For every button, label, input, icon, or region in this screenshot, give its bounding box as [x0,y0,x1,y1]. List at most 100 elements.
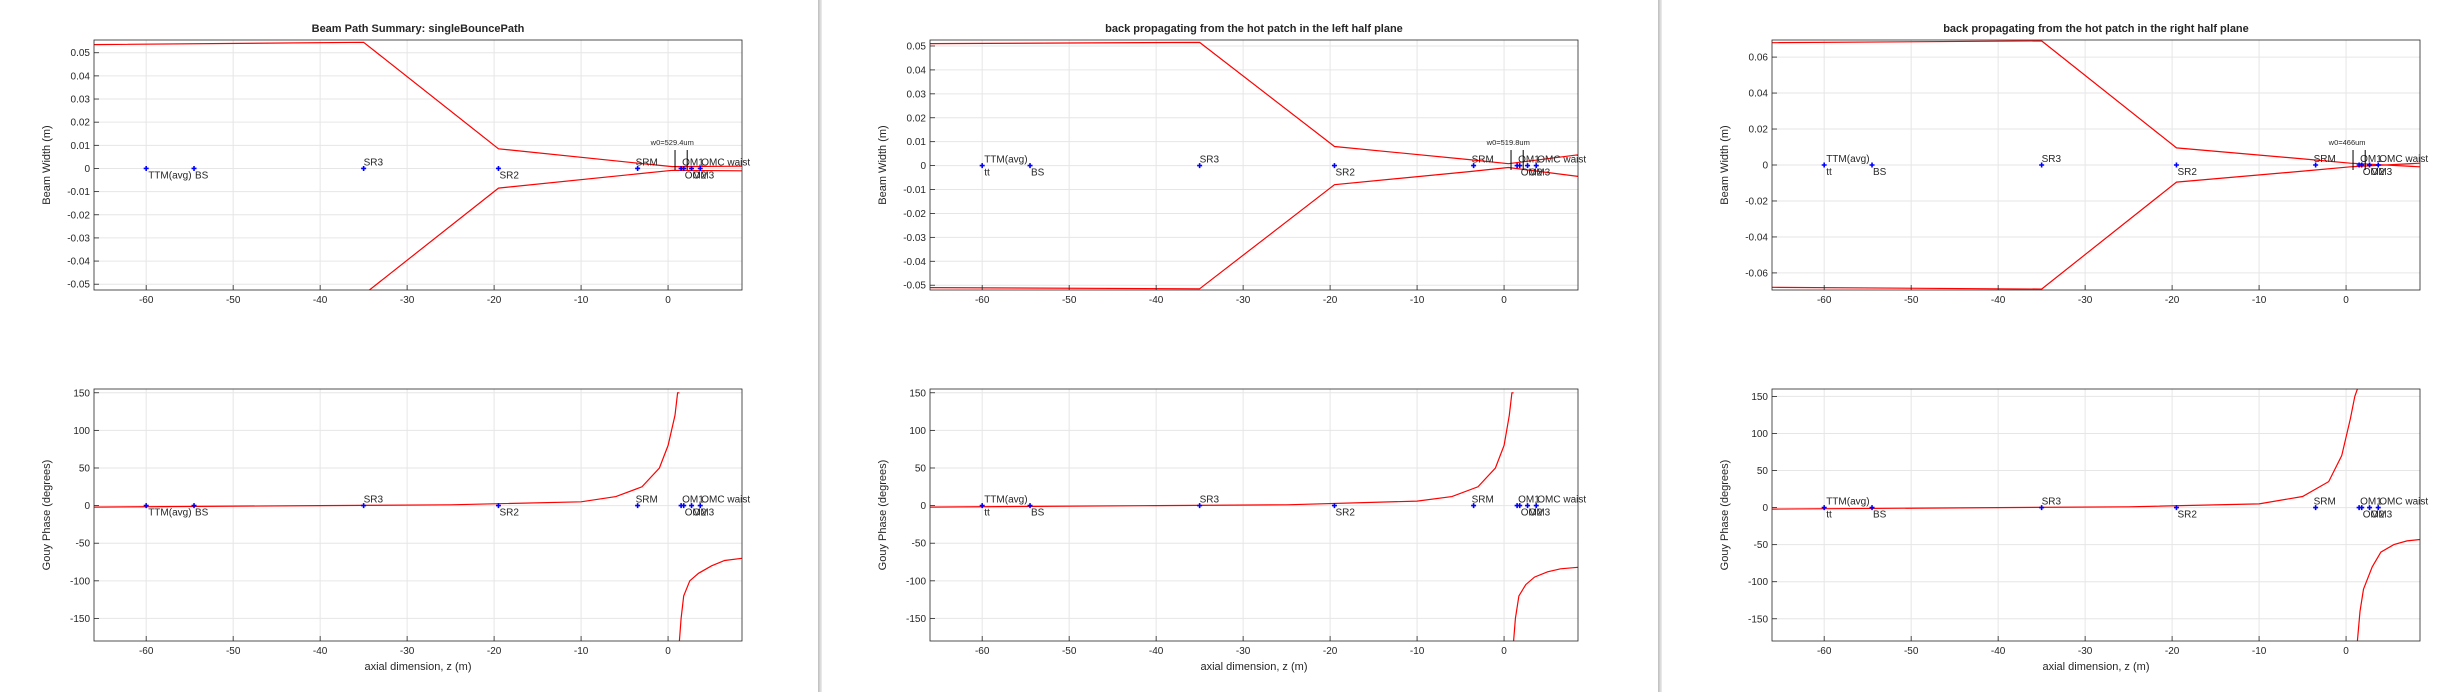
optic-label: OM1 [2360,497,2382,508]
x-tick-label: 0 [2343,295,2349,306]
x-tick-label: -30 [400,646,415,657]
optic-label: SR2 [2177,167,2197,178]
axes-box [93,388,743,642]
optic-marker [1517,163,1523,169]
optic-marker [2173,162,2179,168]
optic-label: OM1 [1518,495,1540,506]
optic-marker [1331,163,1337,169]
x-tick-label: -10 [574,646,589,657]
optic-label: tt [984,508,990,519]
y-tick-label: -100 [1748,577,1768,588]
optic-label: SR2 [2177,510,2197,521]
y-axis-label: Gouy Phase (degrees) [1719,460,1731,571]
x-tick-label: -60 [1817,646,1832,657]
optic-marker [2367,162,2373,168]
optic-label: TTM(avg) [984,495,1027,506]
x-tick-label: 0 [665,646,671,657]
optic-marker [1869,505,1875,511]
optic-label: OMC waist [2379,154,2428,165]
y-tick-label: -0.03 [67,233,90,244]
series-line-0 [94,392,680,508]
x-tick-label: -30 [400,295,415,306]
optic-label: SR2 [499,170,519,181]
optic-marker [191,503,197,509]
y-tick-label: 0 [84,501,90,512]
y-tick-label: -0.01 [903,185,926,196]
optic-marker [191,165,197,171]
optic-label: OMC waist [1537,155,1586,166]
x-tick-label: -60 [139,295,154,306]
y-axis-label: Beam Width (m) [41,125,53,204]
x-tick-label: -10 [574,295,589,306]
x-tick-label: -50 [1062,646,1077,657]
x-tick-label: 0 [1501,646,1507,657]
figure-window-right-half-plane: TTM(avg) tt BS SR3 SR2 SRM OM1 OM2 OM3 OMC waist w… [1662,0,2458,692]
x-tick-label: -30 [1236,295,1251,306]
series-line-0 [930,392,1514,508]
optic-marker [2359,505,2365,511]
optic-marker [2367,505,2373,511]
optic-marker [2313,162,2319,168]
x-tick-label: -20 [487,295,502,306]
x-tick-label: 0 [665,295,671,306]
optic-label: OM2 [1521,508,1543,519]
x-tick-label: -40 [1149,646,1164,657]
y-tick-label: -0.02 [67,210,90,221]
chart-title: Beam Path Summary: singleBouncePath [312,23,525,35]
optic-label: SR3 [1200,155,1220,166]
optic-marker [1471,163,1477,169]
optic-label: BS [195,508,209,519]
optic-label: OMC waist [1537,495,1586,506]
optic-marker [635,503,641,509]
optic-label: OM1 [1518,155,1540,166]
x-tick-label: -50 [1904,295,1919,306]
y-axis-label: Beam Width (m) [1719,125,1731,204]
optic-label: OM3 [1529,168,1551,179]
optic-marker [697,165,703,171]
optic-label: OM1 [682,495,704,506]
x-tick-label: -20 [1323,295,1338,306]
y-tick-label: 0.04 [907,65,927,76]
x-tick-label: -30 [1236,646,1251,657]
optic-label: OM1 [682,157,704,168]
optic-marker [1197,163,1203,169]
optic-label: SRM [2314,497,2336,508]
optic-marker [2173,505,2179,511]
y-tick-label: 150 [73,388,90,399]
y-tick-label: 0.05 [907,41,927,52]
y-tick-label: -0.03 [903,233,926,244]
y-tick-label: 0.04 [1749,89,1769,100]
optic-marker [635,165,641,171]
optic-label: SRM [1472,155,1494,166]
optic-marker [1525,503,1531,509]
series-line-0 [1772,389,2358,510]
optic-marker [1027,503,1033,509]
optic-marker [1821,162,1827,168]
y-tick-label: 0 [920,501,926,512]
optic-label: OM3 [1529,508,1551,519]
y-tick-label: -50 [912,539,927,550]
figure-window-single-bounce: TTM(avg) BS SR3 SR2 SRM OM1 OM2 OM3 OMC waist w0=… [0,0,818,692]
y-tick-label: 0 [1762,161,1768,172]
optic-marker [2039,505,2045,511]
y-axis-label: Beam Width (m) [877,125,889,204]
optic-marker [2375,162,2381,168]
optic-label: BS [1031,508,1045,519]
y-tick-label: -150 [1748,614,1768,625]
y-tick-label: 0 [920,161,926,172]
optic-marker [1471,503,1477,509]
window-separator [1658,0,1662,692]
optic-label: BS [195,170,209,181]
x-tick-label: -50 [1062,295,1077,306]
optic-marker [1197,503,1203,509]
optic-marker [2313,505,2319,511]
optic-marker [689,503,695,509]
optic-label: SR2 [499,508,519,519]
y-tick-label: 50 [915,463,927,474]
y-tick-label: 100 [909,426,926,437]
plot-area [930,40,1578,290]
y-tick-label: 0.02 [1749,125,1769,136]
